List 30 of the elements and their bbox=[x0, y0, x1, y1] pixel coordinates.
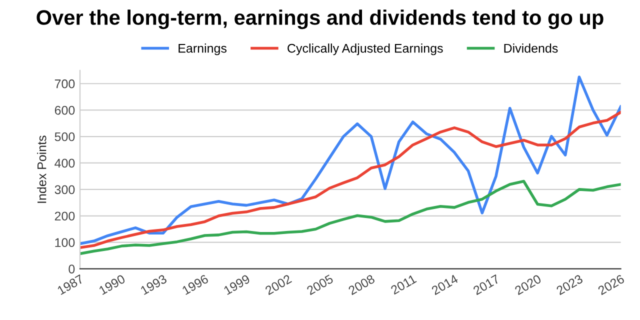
line-series bbox=[80, 180, 621, 256]
x-tick-label: 1990 bbox=[98, 274, 126, 296]
x-tick-label: 1987 bbox=[56, 274, 84, 296]
line-series bbox=[80, 76, 621, 246]
x-tick-label: 1993 bbox=[140, 274, 168, 296]
line-series bbox=[80, 110, 621, 250]
x-tick-label: 2017 bbox=[472, 274, 500, 296]
x-tick-label: 2014 bbox=[431, 274, 459, 296]
y-tick-label: 600 bbox=[54, 106, 75, 115]
y-tick-label: 300 bbox=[54, 185, 75, 194]
x-tick-label: 2020 bbox=[514, 274, 542, 296]
y-tick-label: 0 bbox=[68, 264, 75, 274]
chart-title: Over the long-term, earnings and dividends tend to go up bbox=[36, 10, 604, 30]
x-tick-label: 2023 bbox=[556, 274, 584, 296]
legend-label: Earnings bbox=[178, 44, 227, 56]
y-tick-label: 100 bbox=[55, 238, 75, 247]
y-tick-label: 400 bbox=[54, 158, 75, 168]
x-tick-label: 2008 bbox=[348, 274, 376, 296]
x-tick-label: 2011 bbox=[390, 274, 417, 295]
y-tick-label: 500 bbox=[54, 132, 75, 142]
y-axis-title: Index Points bbox=[37, 136, 46, 203]
x-tick-label: 2002 bbox=[264, 274, 292, 296]
x-tick-label: 1996 bbox=[182, 274, 209, 296]
legend-label: Dividends bbox=[504, 44, 558, 53]
legend-label: Cyclically Adjusted Earnings bbox=[288, 44, 443, 56]
y-tick-label: 700 bbox=[54, 79, 75, 88]
x-tick-label: 2005 bbox=[306, 274, 334, 296]
x-tick-label: 1999 bbox=[223, 274, 250, 296]
y-tick-label: 200 bbox=[54, 212, 75, 221]
x-tick-label: 2026 bbox=[597, 274, 625, 296]
